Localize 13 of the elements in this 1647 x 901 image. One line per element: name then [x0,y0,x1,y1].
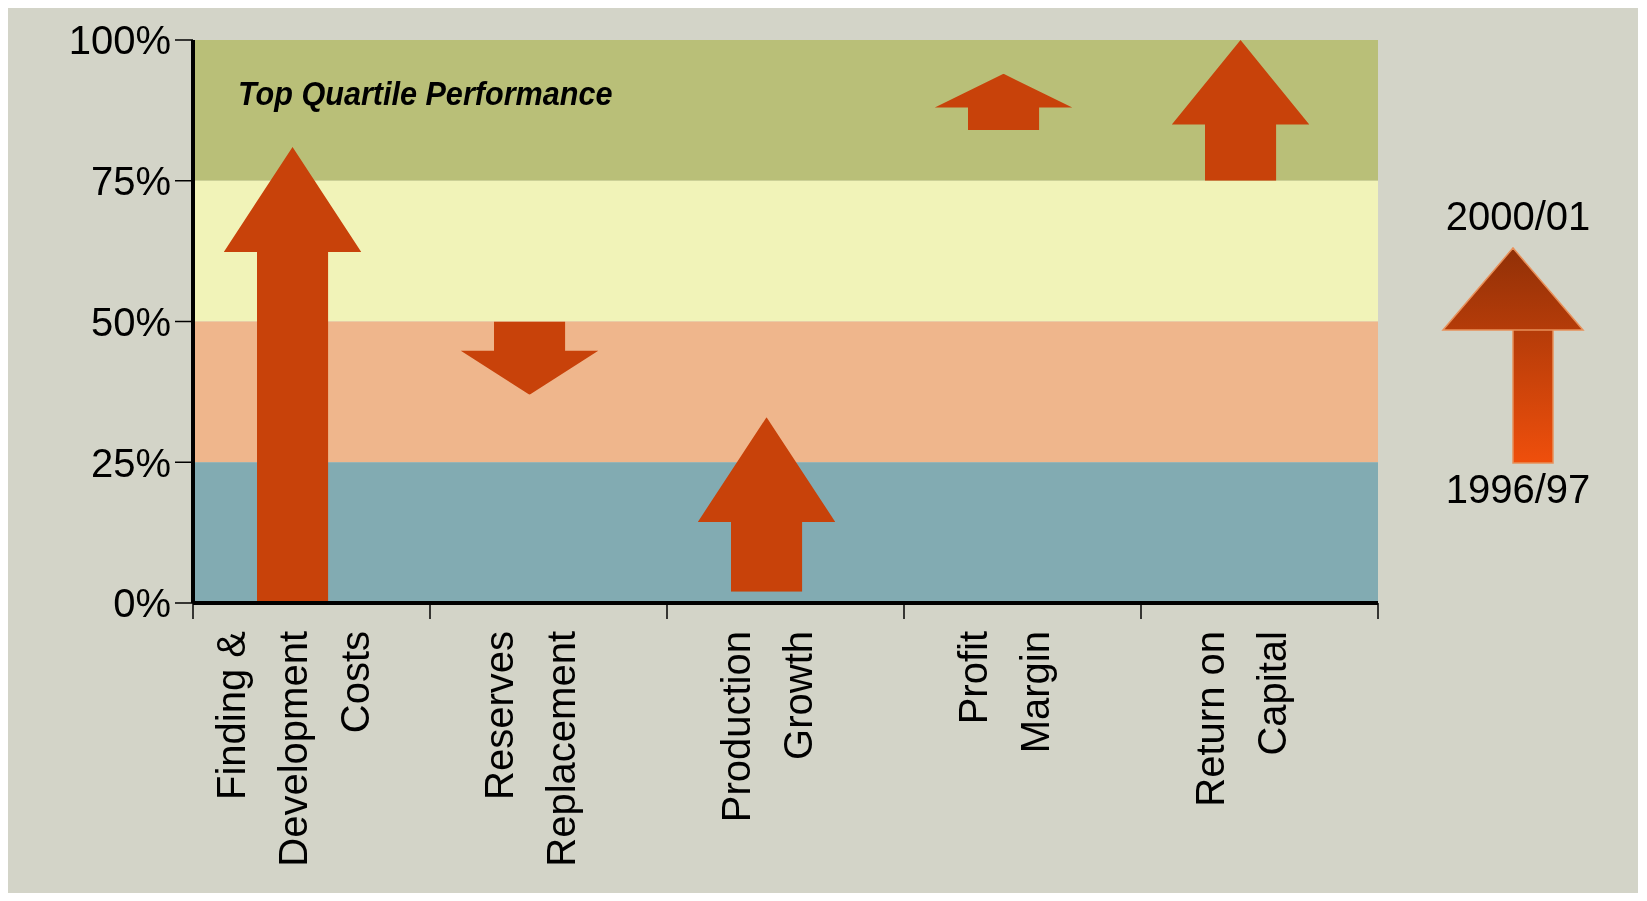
text: 2000/01 [1445,194,1591,238]
x-tick-label: Production Growth [713,631,820,823]
y-tick-label: 50% [90,299,171,344]
y-tick-label: 25% [90,440,171,485]
band-label: Top Quartile Performance [238,74,613,113]
y-tick-label: 0% [113,581,171,626]
x-tick-label: Return on Capital [1187,631,1294,807]
y-tick-label: 100% [68,18,171,63]
x-tick-label: Reserves Replacement [476,631,583,867]
y-tick-label: 75% [90,159,171,204]
x-tick-label: Finding & Development Costs [208,630,377,867]
text: 1996/97 [1445,467,1591,511]
x-tick-label: Profit Margin [950,631,1057,754]
